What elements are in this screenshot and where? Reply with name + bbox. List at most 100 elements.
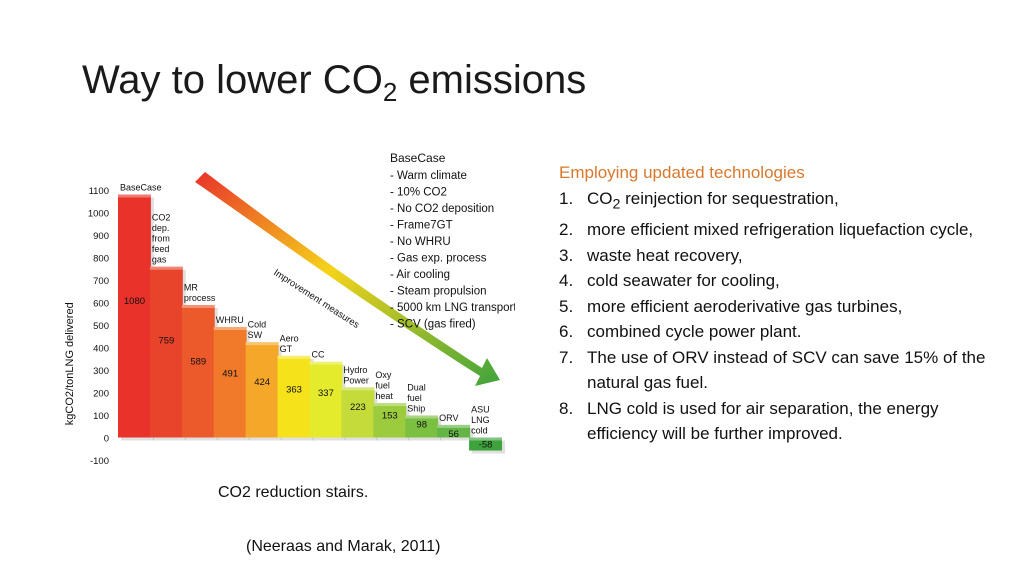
legend-item: - 5000 km LNG transport xyxy=(390,302,515,314)
arrow-label: Improvement measures xyxy=(271,267,361,331)
bar-top-highlight xyxy=(181,304,215,308)
bar-value-label: 223 xyxy=(350,402,366,413)
bar-category-label: Dual xyxy=(407,382,426,392)
bar-top-highlight xyxy=(373,403,407,407)
technology-list: 1. CO2 reinjection for sequestration, 2. mo… xyxy=(559,186,999,447)
bar-value-label: 98 xyxy=(416,419,427,430)
bar-category-label: ORV xyxy=(439,413,458,423)
bar xyxy=(469,437,502,451)
bar-value-label: 56 xyxy=(448,429,459,440)
bar-value-label: 153 xyxy=(382,411,398,422)
bar-category-label: Hydro xyxy=(343,365,367,375)
y-tick-label: 0 xyxy=(104,434,109,445)
list-item-number: 3. xyxy=(559,245,574,265)
y-tick-label: 100 xyxy=(93,411,109,422)
reference-citation: (Neeraas and Marak, 2011) xyxy=(246,538,441,555)
list-item-text: CO2 reinjection for sequestration, xyxy=(587,186,999,218)
bar-value-label: 363 xyxy=(286,385,302,396)
bar-category-label: CO2 xyxy=(152,213,171,223)
list-item-number: 8. xyxy=(559,398,574,418)
list-item-text-main: The use of ORV instead of SCV can save 1… xyxy=(587,347,986,393)
improvement-arrow xyxy=(195,172,500,386)
legend-item: - 10% CO2 xyxy=(390,187,447,199)
bar-category-label: Oxy xyxy=(375,370,392,380)
bar xyxy=(373,403,407,438)
list-item-text-main: more efficient aeroderivative gas turbin… xyxy=(587,296,903,316)
bar-category-label: dep. xyxy=(152,223,170,233)
bar-top-highlight xyxy=(245,342,279,346)
title-main: Way to lower CO xyxy=(82,58,383,102)
bar-category-label: Ship xyxy=(407,403,425,413)
bar xyxy=(309,361,343,438)
bar-category-label: fuel xyxy=(375,381,390,391)
list-item-number: 5. xyxy=(559,296,574,316)
bar-top-highlight xyxy=(213,327,247,331)
bar-top-highlight xyxy=(149,266,183,270)
legend-item: - SCV (gas fired) xyxy=(390,319,476,331)
y-tick-label: -100 xyxy=(90,456,109,467)
list-item-number: 4. xyxy=(559,271,574,291)
list-item-text-tail: reinjection for sequestration, xyxy=(620,188,839,208)
y-tick-label: 700 xyxy=(93,276,109,287)
bar-value-label: 491 xyxy=(222,369,238,380)
list-item-subscript: 2 xyxy=(612,195,621,212)
legend-title: BaseCase xyxy=(390,151,446,165)
bar-top-highlight xyxy=(277,355,311,359)
list-item-text: The use of ORV instead of SCV can save 1… xyxy=(587,345,999,396)
list-item-text: cold seawater for cooling, xyxy=(587,268,999,294)
bar-value-label: 759 xyxy=(158,336,174,347)
bar xyxy=(181,304,215,438)
bar-top-highlight xyxy=(118,194,151,198)
bar-value-label: 589 xyxy=(190,357,206,368)
list-item: 7. The use of ORV instead of SCV can save… xyxy=(559,345,999,396)
list-item-text-main: cold seawater for cooling, xyxy=(587,271,780,291)
bar xyxy=(245,342,279,438)
co2-stairs-chart: kgCO2/tonLNG delivered -100 0 100 200 300 400 5… xyxy=(64,151,515,467)
bar-category-label: LNG xyxy=(471,415,490,425)
list-item: 5. more efficient aeroderivative gas turb… xyxy=(559,294,999,320)
bar-category-label: MR xyxy=(184,282,198,292)
bar-category-label: BaseCase xyxy=(120,183,162,193)
bar-category-label: process xyxy=(184,293,216,303)
legend-item: - No WHRU xyxy=(390,236,451,248)
chart-caption: CO2 reduction stairs. xyxy=(218,484,369,501)
bar-top-highlight xyxy=(437,424,471,428)
bar xyxy=(277,355,311,438)
list-item-text-main: more efficient mixed refrigeration lique… xyxy=(587,220,974,240)
legend-item: - Frame7GT xyxy=(390,220,453,232)
bar-category-label: Aero xyxy=(280,333,299,343)
y-axis-label: kgCO2/tonLNG delivered xyxy=(64,302,76,425)
bar-category-label: gas xyxy=(152,255,167,265)
list-item: 8. LNG cold is used for air separation, t… xyxy=(559,396,999,447)
bar-top-highlight xyxy=(405,415,439,419)
bar xyxy=(213,327,247,438)
bar-top-highlight xyxy=(309,361,343,365)
right-panel: Employing updated technologies 1. CO2 rei… xyxy=(559,160,999,447)
list-item-number: 7. xyxy=(559,347,574,367)
bar xyxy=(149,266,183,438)
bar-value-label: -58 xyxy=(479,440,493,451)
bar-category-label: from xyxy=(152,234,170,244)
bar-category-label: Cold xyxy=(248,320,267,330)
list-item-text: more efficient aeroderivative gas turbin… xyxy=(587,294,999,320)
bar-category-label: CC xyxy=(312,350,325,360)
legend-item: - Air cooling xyxy=(390,269,450,281)
list-item-text-main: LNG cold is used for air separation, the… xyxy=(587,398,939,444)
bar xyxy=(405,415,439,438)
list-item: 4. cold seawater for cooling, xyxy=(559,268,999,294)
bar-value-label: 1080 xyxy=(124,296,145,307)
bar-category-label: heat xyxy=(375,391,393,401)
list-item: 2. more efficient mixed refrigeration liq… xyxy=(559,217,999,243)
right-panel-heading: Employing updated technologies xyxy=(559,163,805,182)
y-tick-label: 600 xyxy=(93,299,109,310)
bar-category-label: fuel xyxy=(407,393,422,403)
title-subscript: 2 xyxy=(382,77,398,107)
bar-category-label: SW xyxy=(248,330,263,340)
y-tick-label: 1100 xyxy=(89,186,109,197)
y-tick-label: 400 xyxy=(93,344,109,355)
list-item-text-main: waste heat recovery, xyxy=(587,245,743,265)
bar xyxy=(118,194,151,438)
list-item-text-main: combined cycle power plant. xyxy=(587,322,802,342)
list-item-text-main: CO xyxy=(587,188,613,208)
bar-value-label: 337 xyxy=(318,388,334,399)
